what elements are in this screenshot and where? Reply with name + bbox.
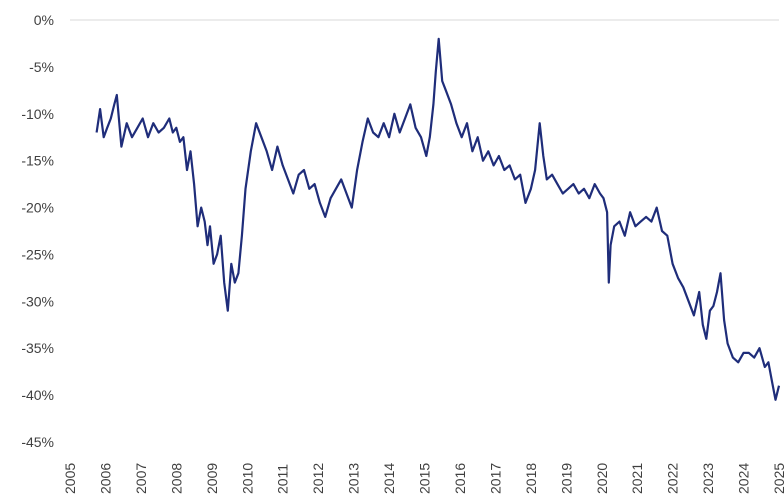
x-tick-label: 2008 — [168, 463, 184, 494]
series-line-0 — [95, 37, 781, 401]
y-tick-label: 0% — [34, 12, 54, 28]
y-tick-label: -35% — [21, 340, 54, 356]
y-tick-label: -15% — [21, 153, 54, 169]
x-tick-label: 2016 — [452, 463, 468, 494]
x-tick-label: 2018 — [523, 463, 539, 494]
x-tick-label: 2013 — [346, 463, 362, 494]
x-tick-label: 2020 — [594, 463, 610, 494]
x-axis-ticks: 2005 2006 2007 2008 2009 2010 2011 2012 2013 2014… — [62, 463, 784, 494]
x-tick-label: 2005 — [62, 463, 78, 494]
x-tick-label: 2014 — [381, 463, 397, 494]
x-tick-label: 2015 — [417, 463, 433, 494]
y-tick-label: -45% — [21, 434, 54, 450]
x-tick-label: 2012 — [310, 463, 326, 494]
x-tick-label: 2007 — [133, 463, 149, 494]
y-axis-ticks: 0% -5% -10% -15% -20% -25% -30% -35% -40% -45% — [21, 12, 54, 450]
series-group — [95, 37, 781, 401]
x-tick-label: 2009 — [204, 463, 220, 494]
y-tick-label: -40% — [21, 387, 54, 403]
x-tick-label: 2023 — [700, 463, 716, 494]
x-tick-label: 2021 — [629, 463, 645, 494]
x-tick-label: 2011 — [275, 464, 291, 494]
x-tick-label: 2019 — [558, 463, 574, 494]
x-tick-label: 2006 — [97, 463, 113, 494]
x-tick-label: 2024 — [736, 463, 752, 494]
x-tick-label: 2022 — [665, 463, 681, 494]
y-tick-label: -25% — [21, 246, 54, 262]
y-tick-label: -10% — [21, 106, 54, 122]
x-tick-label: 2017 — [487, 463, 503, 494]
y-tick-label: -30% — [21, 293, 54, 309]
y-tick-label: -20% — [21, 200, 54, 216]
y-tick-label: -5% — [29, 59, 54, 75]
x-tick-label: 2010 — [239, 463, 255, 494]
x-tick-label: 2025 — [771, 463, 784, 494]
